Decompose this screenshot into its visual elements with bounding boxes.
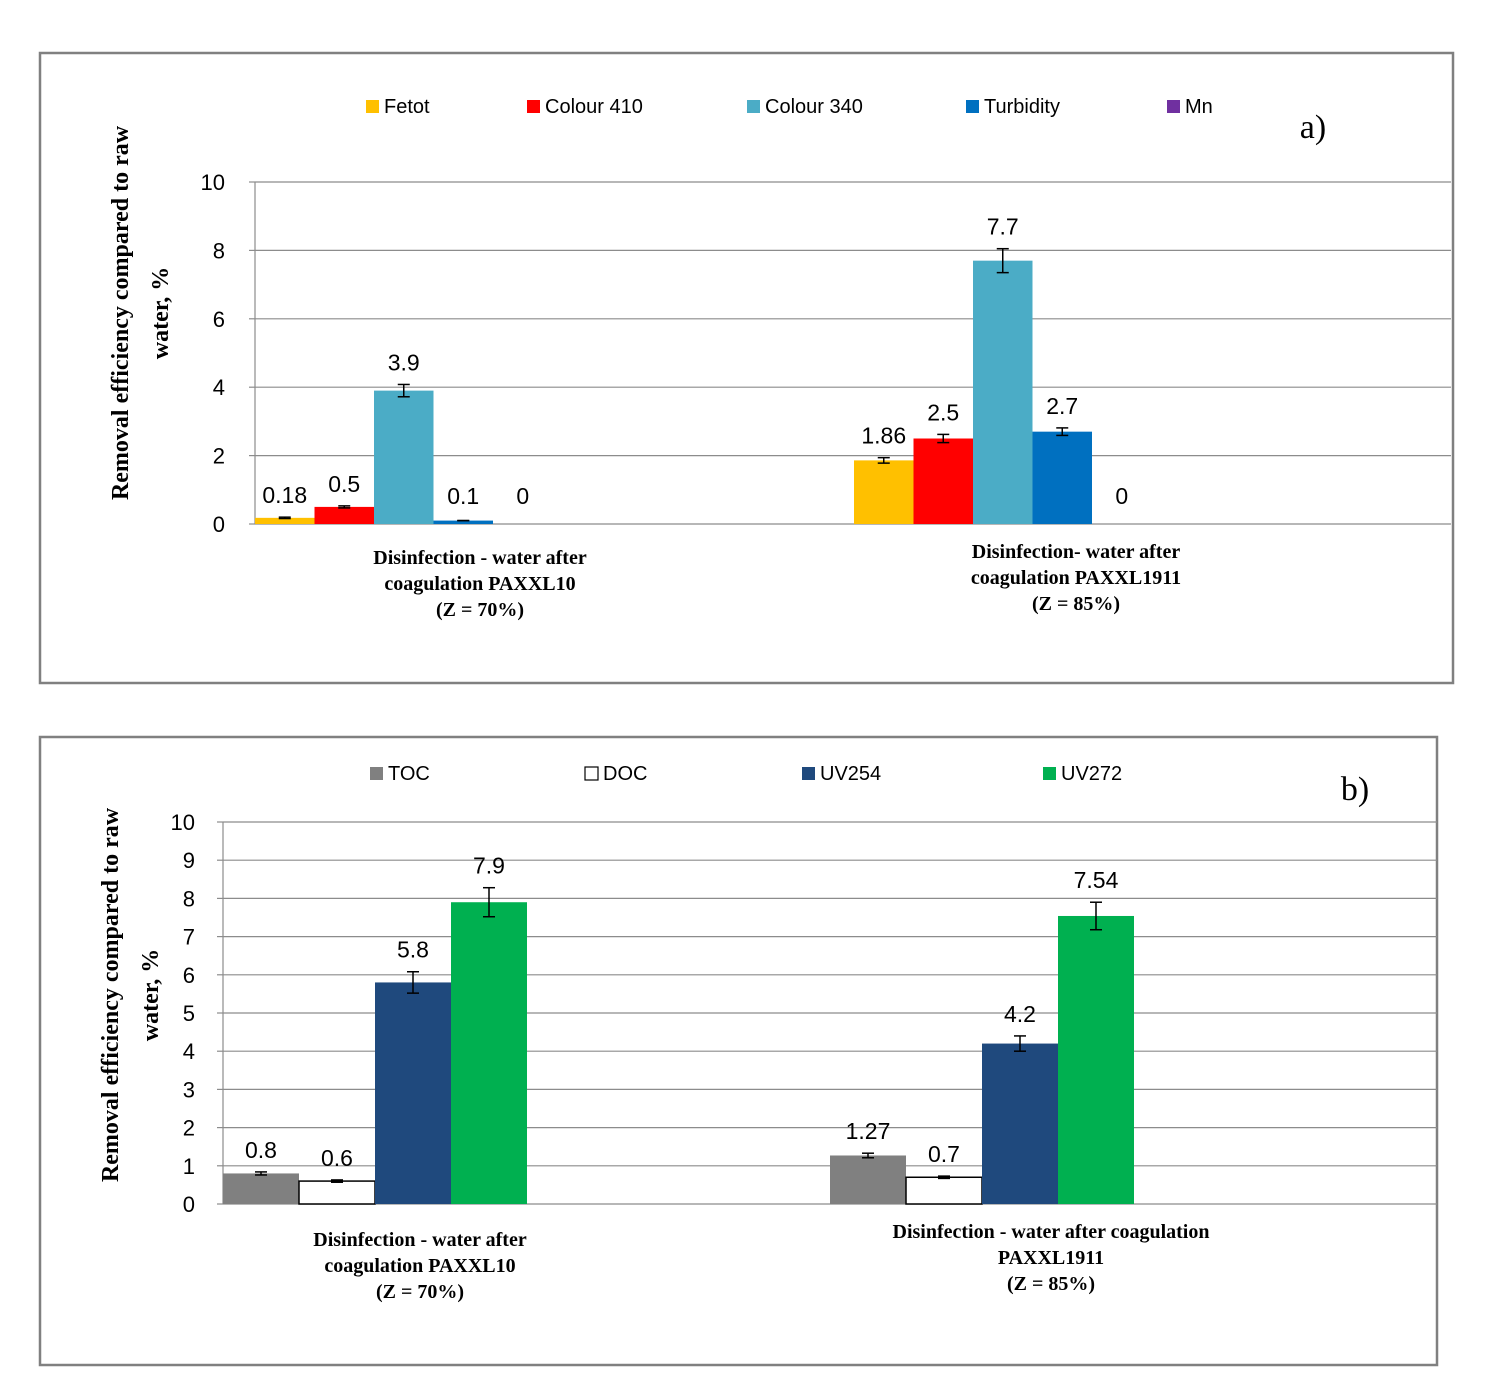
- data-label: 0.8: [245, 1137, 277, 1163]
- bar: [982, 1043, 1058, 1204]
- y-axis-title: Removal efficiency compared to raw water,…: [108, 125, 174, 500]
- bar: [854, 460, 914, 524]
- bar: [374, 390, 434, 524]
- bar: [973, 260, 1033, 524]
- bar: [905, 1176, 983, 1205]
- y-tick-label: 2: [213, 444, 225, 469]
- bar: [1058, 915, 1134, 1204]
- data-label: 1.86: [861, 423, 906, 449]
- legend-label: Fetot: [384, 96, 430, 118]
- data-label: 0: [516, 483, 529, 509]
- legend-swatch: [1167, 100, 1180, 113]
- y-axis-title: Removal efficiency compared to raw water,…: [98, 807, 164, 1182]
- category-label: (Z = 85%): [1032, 593, 1120, 615]
- y-tick-label: 10: [171, 810, 195, 835]
- legend-swatch: [966, 100, 979, 113]
- category-label: coagulation PAXXL10: [384, 573, 575, 595]
- y-tick-label: 10: [201, 170, 225, 195]
- category-label: (Z = 85%): [1007, 1273, 1095, 1295]
- category-label: Disinfection - water after coagulation: [893, 1221, 1210, 1243]
- y-tick-label: 9: [183, 848, 195, 873]
- data-label: 0.18: [262, 482, 307, 508]
- category-label: Disinfection - water after: [313, 1229, 527, 1251]
- legend-label: Mn: [1185, 96, 1213, 118]
- data-label: 5.8: [397, 937, 429, 963]
- y-tick-label: 6: [213, 307, 225, 332]
- legend-label: Turbidity: [984, 96, 1060, 118]
- data-label: 0.6: [321, 1145, 353, 1171]
- legend-label: Colour 410: [545, 96, 643, 118]
- data-label: 7.7: [987, 214, 1019, 240]
- data-label: 0.1: [447, 483, 479, 509]
- panel-label: a): [1300, 109, 1326, 146]
- y-tick-label: 2: [183, 1116, 195, 1141]
- panel-b: 0 1 2 3 4 5 6 7 8 9 10 0.8 1.27 0.6 0.7 5.8 4.2 7.9 7.54 TO…: [38, 735, 1439, 1367]
- bar: [830, 1155, 906, 1204]
- legend-label: UV254: [820, 763, 881, 785]
- category-label: (Z = 70%): [436, 599, 524, 621]
- y-tick-label: 4: [183, 1039, 195, 1064]
- category-label: coagulation PAXXL10: [324, 1255, 515, 1277]
- legend-swatch: [527, 100, 540, 113]
- y-tick-label: 4: [213, 375, 225, 400]
- y-tick-label: 3: [183, 1077, 195, 1102]
- legend-label: UV272: [1061, 763, 1122, 785]
- data-label: 1.27: [846, 1118, 891, 1144]
- y-axis-title-line: Removal efficiency compared to raw: [108, 125, 134, 500]
- y-tick-label: 8: [213, 238, 225, 263]
- category-label: Disinfection- water after: [972, 541, 1181, 563]
- y-tick-label: 8: [183, 886, 195, 911]
- category-label: (Z = 70%): [376, 1281, 464, 1303]
- panel-label: b): [1341, 771, 1369, 808]
- bar: [314, 506, 374, 524]
- y-tick-label: 5: [183, 1001, 195, 1026]
- legend-label: TOC: [388, 763, 430, 785]
- bar: [223, 1173, 299, 1204]
- y-axis-title-line: water, %: [148, 267, 174, 359]
- panel-a: 0 2 4 6 8 10 0.18 1.86 0.5 2.5 3.9 7.7 0.1 2.7 0 0 Fetot…: [38, 51, 1455, 685]
- bar: [375, 982, 451, 1204]
- legend-swatch: [366, 100, 379, 113]
- data-label: 4.2: [1004, 1001, 1036, 1027]
- panel-frame: [38, 51, 1455, 685]
- category-label: coagulation PAXXL1911: [971, 567, 1181, 589]
- legend-swatch: [370, 767, 383, 780]
- data-label: 0.7: [928, 1141, 960, 1167]
- y-tick-label: 1: [183, 1154, 195, 1179]
- y-tick-label: 0: [183, 1192, 195, 1217]
- bar: [913, 438, 973, 524]
- data-label: 2.7: [1046, 393, 1078, 419]
- y-tick-label: 0: [213, 512, 225, 537]
- bar: [1032, 431, 1092, 524]
- y-tick-label: 6: [183, 963, 195, 988]
- y-axis-title-line: water, %: [138, 949, 164, 1041]
- bar: [451, 902, 527, 1204]
- category-label: PAXXL1911: [998, 1247, 1104, 1269]
- data-label: 0.5: [328, 471, 360, 497]
- data-label: 2.5: [927, 399, 959, 425]
- category-label: Disinfection - water after: [373, 547, 587, 569]
- legend-swatch: [802, 767, 815, 780]
- data-label: 3.9: [388, 349, 420, 375]
- data-label: 0: [1115, 483, 1128, 509]
- legend-label: Colour 340: [765, 96, 863, 118]
- legend-swatch: [747, 100, 760, 113]
- bar: [255, 517, 315, 524]
- y-tick-label: 7: [183, 925, 195, 950]
- bar: [298, 1180, 376, 1205]
- legend-label: DOC: [603, 763, 647, 785]
- legend-swatch: [1043, 767, 1056, 780]
- data-label: 7.54: [1074, 867, 1119, 893]
- y-axis-title-line: Removal efficiency compared to raw: [98, 807, 124, 1182]
- legend-swatch: [584, 766, 599, 781]
- bar: [433, 520, 493, 524]
- data-label: 7.9: [473, 853, 505, 879]
